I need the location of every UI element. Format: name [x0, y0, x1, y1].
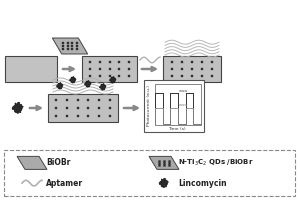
Text: Aptamer: Aptamer [46, 179, 83, 188]
Bar [163, 56, 221, 82]
Polygon shape [52, 38, 88, 54]
Bar [82, 56, 137, 82]
Text: Time (s): Time (s) [168, 127, 186, 130]
Polygon shape [85, 81, 91, 87]
Bar [155, 84, 201, 125]
Text: BiOBr: BiOBr [46, 158, 70, 167]
Polygon shape [57, 83, 63, 89]
Bar [144, 80, 204, 132]
Polygon shape [12, 102, 23, 114]
Polygon shape [149, 156, 179, 169]
FancyBboxPatch shape [4, 150, 295, 196]
Text: www: www [179, 103, 188, 107]
Bar [48, 94, 118, 122]
Bar [5, 56, 57, 82]
Polygon shape [70, 77, 76, 83]
Text: Lincomycin: Lincomycin [178, 179, 226, 188]
Text: N-Ti$_3$C$_2$ QDs /BiOBr: N-Ti$_3$C$_2$ QDs /BiOBr [178, 158, 254, 168]
Text: Photocurrent (a.u.): Photocurrent (a.u.) [147, 86, 151, 126]
Polygon shape [159, 178, 168, 188]
Text: www: www [179, 89, 188, 93]
Polygon shape [17, 156, 47, 169]
Polygon shape [110, 77, 116, 83]
Polygon shape [100, 84, 106, 90]
